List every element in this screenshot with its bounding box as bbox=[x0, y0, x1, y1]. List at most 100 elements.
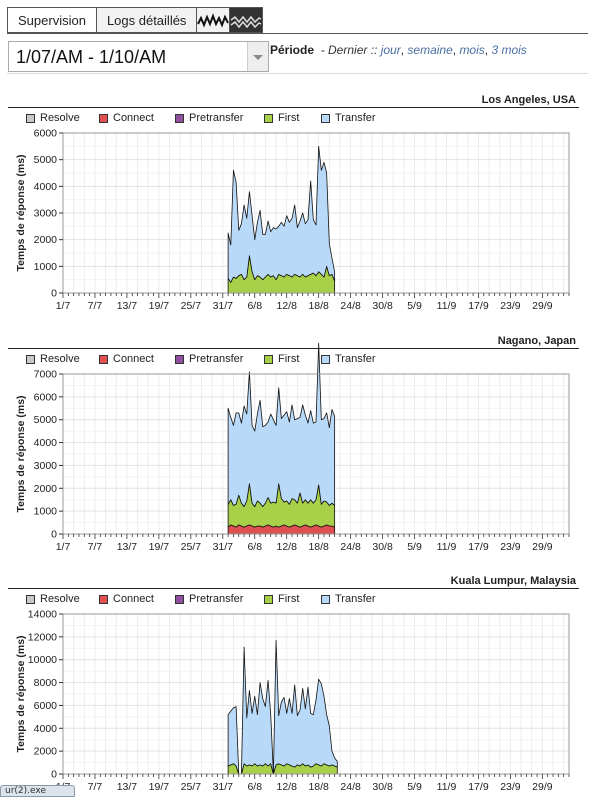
y-tick-label: 1000 bbox=[34, 261, 58, 273]
x-tick-label: 18/8 bbox=[308, 541, 329, 553]
x-tick-label: 29/9 bbox=[532, 300, 553, 312]
plot-border bbox=[62, 613, 570, 775]
legend-item-transfer: Transfer bbox=[321, 353, 376, 365]
periode-link-jour[interactable]: jour bbox=[380, 43, 401, 57]
legend-swatch bbox=[175, 354, 184, 364]
tab-logs-detailles[interactable]: Logs détaillés bbox=[95, 7, 198, 33]
title-rule bbox=[8, 107, 579, 108]
x-tick-label: 29/9 bbox=[532, 541, 553, 553]
x-tick-label: 31/7 bbox=[213, 781, 234, 793]
legend-swatch bbox=[175, 113, 184, 123]
area-chart: 020004000600080001000012000140001/77/713… bbox=[15, 609, 570, 793]
x-tick-label: 18/8 bbox=[308, 300, 329, 312]
chart-title: Los Angeles, USA bbox=[481, 94, 576, 106]
x-tick-label: 7/7 bbox=[88, 781, 103, 793]
x-tick-label: 18/8 bbox=[308, 781, 329, 793]
legend-item-pretransfer: Pretransfer bbox=[175, 353, 264, 365]
area-series-transfer bbox=[227, 639, 338, 775]
x-tick-label: 31/7 bbox=[213, 541, 234, 553]
y-tick-label: 4000 bbox=[34, 437, 58, 449]
y-tick-label: 2000 bbox=[34, 746, 58, 758]
legend-label: Connect bbox=[113, 353, 154, 365]
tab-bar: Supervision Logs détaillés bbox=[7, 7, 264, 33]
legend-item-resolve: Resolve bbox=[26, 112, 99, 124]
x-tick-label: 25/7 bbox=[181, 300, 202, 312]
legend-label: Connect bbox=[113, 593, 154, 605]
x-tick-label: 1/7 bbox=[56, 300, 71, 312]
chart-panel-kuala-lumpur: Kuala Lumpur, Malaysia Resolve Connect P… bbox=[0, 575, 593, 805]
x-tick-label: 6/8 bbox=[247, 300, 262, 312]
legend-label: Pretransfer bbox=[189, 353, 244, 365]
y-tick-label: 1000 bbox=[34, 506, 58, 518]
y-tick-label: 6000 bbox=[34, 700, 58, 712]
x-tick-label: 24/8 bbox=[340, 541, 361, 553]
x-tick-label: 11/9 bbox=[437, 781, 457, 793]
x-tick-label: 5/9 bbox=[407, 300, 422, 312]
chevron-down-icon[interactable] bbox=[247, 42, 268, 71]
periode-link-3-mois[interactable]: 3 mois bbox=[491, 43, 527, 57]
x-tick-label: 11/9 bbox=[437, 541, 457, 553]
x-tick-label: 24/8 bbox=[340, 781, 361, 793]
x-tick-label: 17/9 bbox=[468, 541, 489, 553]
x-tick-label: 19/7 bbox=[149, 300, 170, 312]
legend-item-first: First bbox=[264, 593, 321, 605]
legend-item-first: First bbox=[264, 353, 321, 365]
legend-item-connect: Connect bbox=[99, 112, 175, 124]
legend-label: Resolve bbox=[40, 593, 80, 605]
legend-item-pretransfer: Pretransfer bbox=[175, 112, 264, 124]
legend-swatch bbox=[99, 594, 108, 604]
legend-label: Pretransfer bbox=[189, 112, 244, 124]
legend-item-pretransfer: Pretransfer bbox=[175, 593, 264, 605]
legend-item-connect: Connect bbox=[99, 353, 175, 365]
legend-label: First bbox=[278, 112, 300, 124]
chart-panel-nagano: Nagano, Japan Resolve Connect Pretransfe… bbox=[0, 335, 593, 565]
y-tick-label: 5000 bbox=[34, 414, 58, 426]
periode-bar: Période - Dernier :: jour, semaine, mois… bbox=[270, 43, 527, 57]
y-tick-label: 3000 bbox=[34, 208, 58, 220]
y-tick-label: 10000 bbox=[28, 654, 57, 666]
x-tick-label: 31/7 bbox=[213, 300, 234, 312]
periode-label: Période bbox=[270, 43, 315, 57]
legend-label: Transfer bbox=[335, 112, 376, 124]
x-tick-label: 6/8 bbox=[247, 781, 262, 793]
tab-sparkline-dark-icon[interactable] bbox=[196, 7, 231, 33]
x-tick-label: 6/8 bbox=[247, 541, 262, 553]
x-tick-label: 24/8 bbox=[340, 300, 361, 312]
x-tick-label: 13/7 bbox=[117, 781, 138, 793]
legend-item-transfer: Transfer bbox=[321, 593, 376, 605]
y-tick-label: 8000 bbox=[34, 677, 58, 689]
legend-swatch bbox=[264, 594, 273, 604]
periode-link-mois[interactable]: mois bbox=[459, 43, 485, 57]
chart-title: Nagano, Japan bbox=[497, 335, 576, 347]
y-tick-label: 5000 bbox=[34, 154, 58, 166]
taskbar-button[interactable]: ur(2).exe bbox=[0, 785, 75, 797]
date-range-select[interactable]: 1/07/AM - 1/10/AM bbox=[8, 41, 269, 72]
y-tick-label: 14000 bbox=[28, 609, 57, 621]
y-tick-label: 2000 bbox=[34, 483, 58, 495]
x-tick-label: 7/7 bbox=[88, 541, 103, 553]
periode-link-semaine[interactable]: semaine bbox=[407, 43, 453, 57]
x-tick-label: 19/7 bbox=[149, 781, 170, 793]
y-axis-label: Temps de réponse (ms) bbox=[15, 635, 27, 752]
legend-item-transfer: Transfer bbox=[321, 112, 376, 124]
chart-title: Kuala Lumpur, Malaysia bbox=[450, 575, 576, 587]
legend-item-resolve: Resolve bbox=[26, 593, 99, 605]
tab-supervision[interactable]: Supervision bbox=[7, 7, 97, 33]
x-tick-label: 17/9 bbox=[468, 300, 489, 312]
date-range-value: 1/07/AM - 1/10/AM bbox=[16, 47, 167, 67]
x-tick-label: 30/8 bbox=[372, 300, 393, 312]
y-tick-label: 2000 bbox=[34, 234, 58, 246]
legend-label: Transfer bbox=[335, 353, 376, 365]
tab-sparkline-light-icon[interactable] bbox=[229, 7, 264, 33]
y-tick-label: 0 bbox=[51, 769, 57, 781]
x-tick-label: 25/7 bbox=[181, 781, 202, 793]
y-axis-label: Temps de réponse (ms) bbox=[15, 395, 27, 512]
legend-swatch bbox=[26, 113, 35, 123]
title-rule bbox=[8, 348, 579, 349]
legend-label: Resolve bbox=[40, 112, 80, 124]
chart-legend: Resolve Connect Pretransfer First Transf… bbox=[26, 112, 376, 124]
y-tick-label: 0 bbox=[51, 288, 57, 300]
legend-item-resolve: Resolve bbox=[26, 353, 99, 365]
y-tick-label: 0 bbox=[51, 529, 57, 541]
x-tick-label: 19/7 bbox=[149, 541, 170, 553]
